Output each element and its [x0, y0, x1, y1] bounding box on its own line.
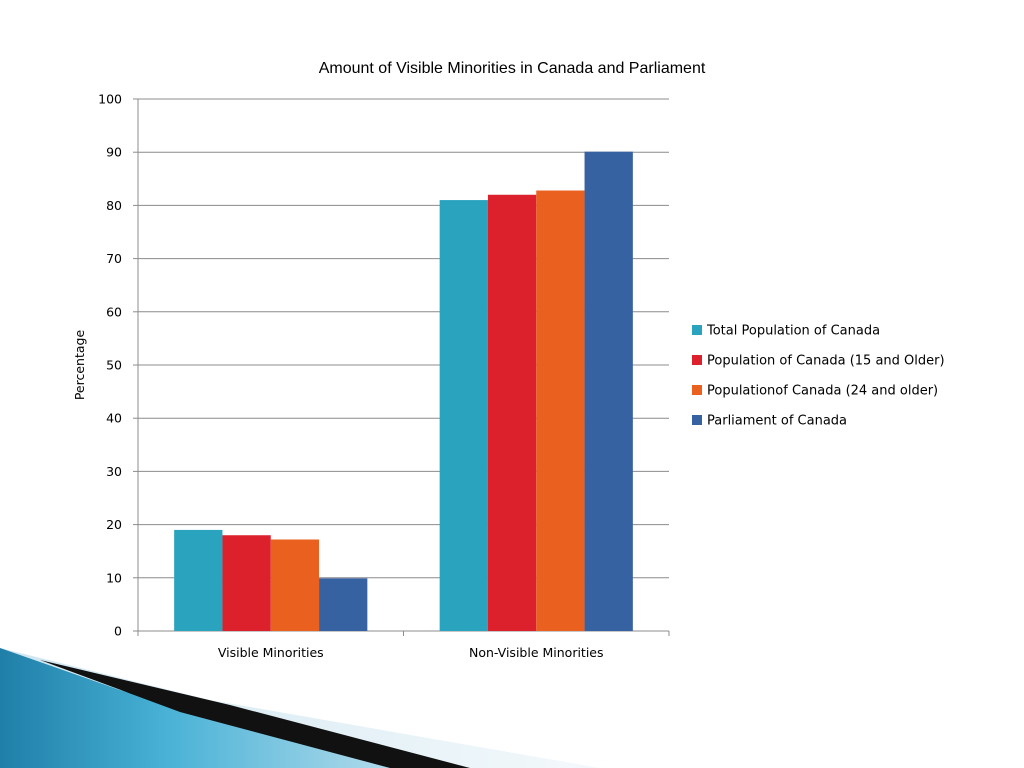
bar	[439, 200, 488, 631]
bar	[584, 151, 633, 631]
y-tick-label: 60	[106, 304, 122, 319]
chart-title: Amount of Visible Minorities in Canada a…	[319, 60, 706, 77]
x-tick-label: Visible Minorities	[218, 645, 324, 660]
y-axis-label: Percentage	[72, 330, 87, 401]
legend-swatch	[692, 355, 702, 365]
bars	[174, 151, 633, 631]
swoosh-dark-shape	[40, 660, 470, 768]
legend-label: Populationof Canada (24 and older)	[707, 384, 938, 399]
swoosh-blue-shape	[0, 648, 420, 768]
y-tick-label: 40	[106, 411, 122, 426]
legend-swatch	[692, 325, 702, 335]
y-tick-label: 10	[106, 570, 122, 585]
x-tick-label: Non-Visible Minorities	[469, 645, 604, 660]
legend-swatch	[692, 385, 702, 395]
tick-labels: 0 10 20 30 40 50 60 70 80 90 100 Visible Minorities…	[98, 92, 603, 661]
y-tick-label: 50	[106, 358, 122, 373]
bar	[174, 529, 223, 631]
bar	[319, 578, 368, 631]
y-tick-label: 20	[106, 517, 122, 532]
legend-swatch	[692, 415, 702, 425]
y-tick-label: 100	[98, 92, 122, 107]
bar	[270, 539, 320, 631]
bar	[487, 194, 537, 631]
y-tick-label: 0	[114, 624, 122, 639]
y-tick-label: 90	[106, 145, 122, 160]
bar	[222, 535, 271, 631]
y-tick-label: 80	[106, 198, 122, 213]
bar	[536, 190, 585, 631]
y-tick-label: 70	[106, 251, 122, 266]
legend-label: Parliament of Canada	[707, 414, 847, 429]
y-tick-label: 30	[106, 464, 122, 479]
legend: Total Population of Canada Population of …	[692, 324, 945, 429]
legend-label: Total Population of Canada	[706, 324, 880, 339]
legend-label: Population of Canada (15 and Older)	[707, 354, 945, 369]
